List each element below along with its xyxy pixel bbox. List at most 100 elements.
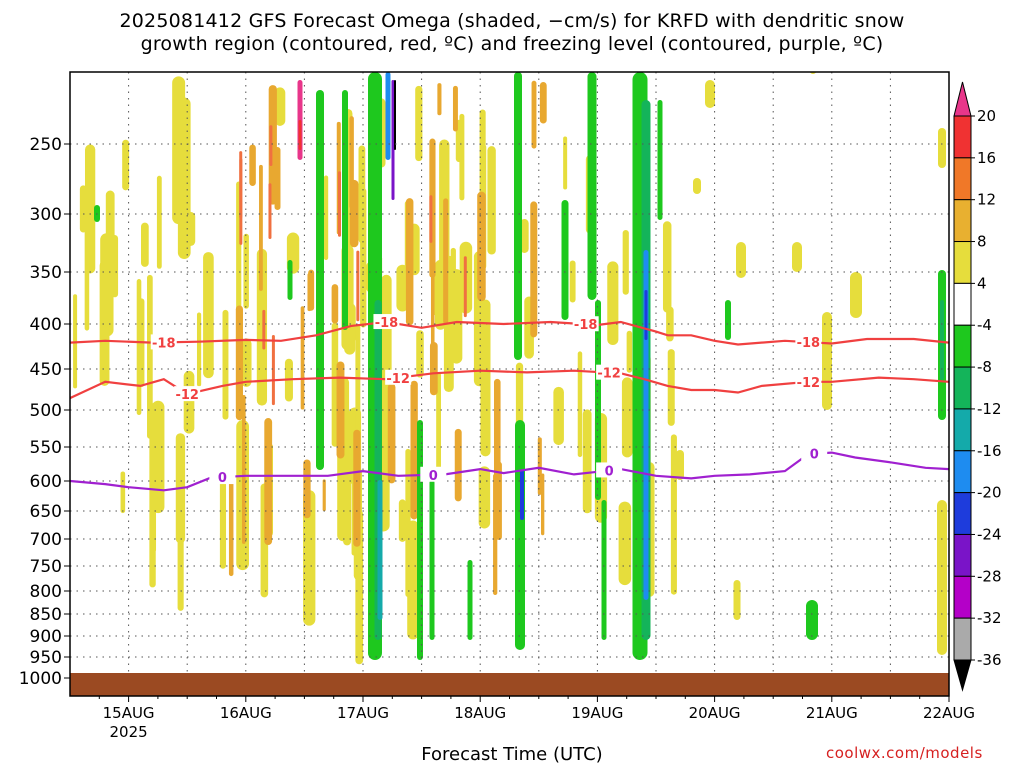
y-tick-label: 850	[30, 605, 62, 625]
contour-label-bg	[420, 466, 447, 482]
colorbar-label: -24	[977, 525, 1002, 543]
colorbar-label: 12	[977, 191, 996, 209]
omega-rising-streak	[196, 312, 202, 387]
contour-label-bg	[373, 314, 400, 330]
omega-sinking-streak	[377, 480, 383, 620]
omega-sinking-streak	[385, 72, 391, 160]
colorbar-label: -28	[977, 567, 1002, 585]
omega-rising-streak	[487, 146, 496, 255]
omega-rising-streak	[274, 146, 281, 211]
y-tick-label: 500	[30, 401, 62, 421]
omega-rising-streak	[443, 198, 449, 324]
omega-sinking-streak	[644, 290, 648, 340]
omega-rising-streak	[437, 83, 442, 116]
contour-label: -12	[386, 372, 410, 387]
omega-rising-streak	[274, 87, 286, 126]
colorbar-label: -4	[977, 316, 992, 334]
y-tick-label: 800	[30, 582, 62, 602]
omega-rising-streak	[407, 520, 419, 640]
x-tick-label: 19AUG	[571, 704, 623, 722]
omega-sinking-streak	[287, 260, 293, 300]
contour-label-bg	[174, 386, 201, 402]
omega-rising-streak	[577, 351, 583, 458]
omega-rising-streak	[515, 362, 524, 431]
contour-label: 0	[218, 471, 227, 486]
omega-rising-streak	[303, 459, 311, 519]
omega-rising-patch	[736, 242, 746, 278]
omega-rising-streak	[241, 338, 252, 387]
omega-sinking-streak	[429, 480, 435, 640]
omega-rising-core	[271, 334, 275, 406]
x-tick-label: 18AUG	[454, 704, 506, 722]
colorbar-swatch	[953, 157, 972, 201]
omega-rising-streak	[79, 185, 87, 233]
omega-rising-streak	[136, 279, 142, 416]
omega-sinking-streak	[316, 90, 324, 470]
omega-rising-streak	[531, 80, 537, 149]
omega-rising-streak	[185, 211, 196, 246]
omega-rising-streak	[355, 510, 364, 665]
chart-title-line-2: growth region (contoured, red, ºC) and f…	[140, 33, 884, 55]
contour-label: -18	[375, 316, 399, 331]
colorbar-max-arrow	[953, 81, 972, 117]
contour-label-bg	[150, 334, 177, 350]
omega-rising-streak	[436, 372, 442, 472]
contour-label: -12	[175, 388, 199, 403]
omega-sinking-streak	[940, 300, 944, 380]
omega-rising-streak	[410, 380, 418, 520]
omega-rising-core	[338, 171, 342, 237]
omega-rising-patch	[676, 450, 684, 480]
omega-sinking-streak	[725, 300, 731, 340]
omega-rising-streak	[151, 400, 165, 514]
omega-rising-streak	[241, 394, 246, 544]
omega-sinking-streak	[515, 420, 525, 650]
contour-line	[70, 320, 949, 346]
colorbar-label: 16	[977, 149, 996, 167]
x-tick-label: 15AUG	[103, 704, 155, 722]
omega-rising-streak	[105, 190, 115, 291]
omega-rising-streak	[553, 386, 564, 446]
omega-rising-streak	[156, 175, 162, 269]
y-tick-label: 700	[30, 530, 62, 550]
contour-label-bg	[209, 469, 236, 485]
omega-rising-streak	[222, 309, 229, 420]
omega-rising-streak	[141, 222, 149, 267]
contour-label: 0	[605, 464, 614, 479]
ground-bar	[70, 673, 949, 696]
omega-rising-streak	[303, 490, 316, 626]
y-tick-label: 550	[30, 438, 62, 458]
omega-rising-streak	[621, 377, 633, 458]
omega-rising-streak	[235, 305, 243, 421]
omega-rising-patch	[938, 128, 946, 168]
omega-rising-streak	[622, 230, 629, 295]
omega-rising-streak	[353, 429, 361, 547]
omega-rising-streak	[322, 479, 326, 512]
x-tick-label: 20AUG	[689, 704, 741, 722]
y-tick-label: 950	[30, 648, 62, 668]
omega-rising-streak	[264, 418, 273, 546]
y-tick-label: 300	[30, 205, 62, 225]
contour-label: -18	[574, 318, 598, 333]
omega-rising-streak	[344, 322, 356, 355]
omega-rising-core	[239, 158, 243, 245]
omega-rising-streak	[520, 218, 529, 254]
credit-text: coolwx.com/models	[826, 744, 983, 762]
omega-rising-streak	[539, 82, 547, 124]
omega-rising-patch	[733, 580, 741, 620]
omega-rising-patch	[693, 178, 701, 194]
colorbar-label: -20	[977, 484, 1002, 502]
colorbar-swatch	[953, 324, 972, 368]
omega-rising-streak	[429, 341, 438, 396]
contour-label: -12	[797, 376, 821, 391]
omega-rising-streak	[147, 274, 153, 439]
omega-rising-streak	[670, 434, 677, 595]
omega-rising-streak	[540, 473, 545, 536]
omega-sinking-streak	[342, 90, 348, 330]
omega-rising-streak	[331, 284, 339, 324]
x-tick-label: 21AUG	[806, 704, 858, 722]
omega-rising-streak	[84, 214, 90, 331]
omega-sinking-streak	[391, 80, 395, 200]
omega-rising-streak	[228, 471, 234, 577]
contour-label: -12	[597, 367, 621, 382]
